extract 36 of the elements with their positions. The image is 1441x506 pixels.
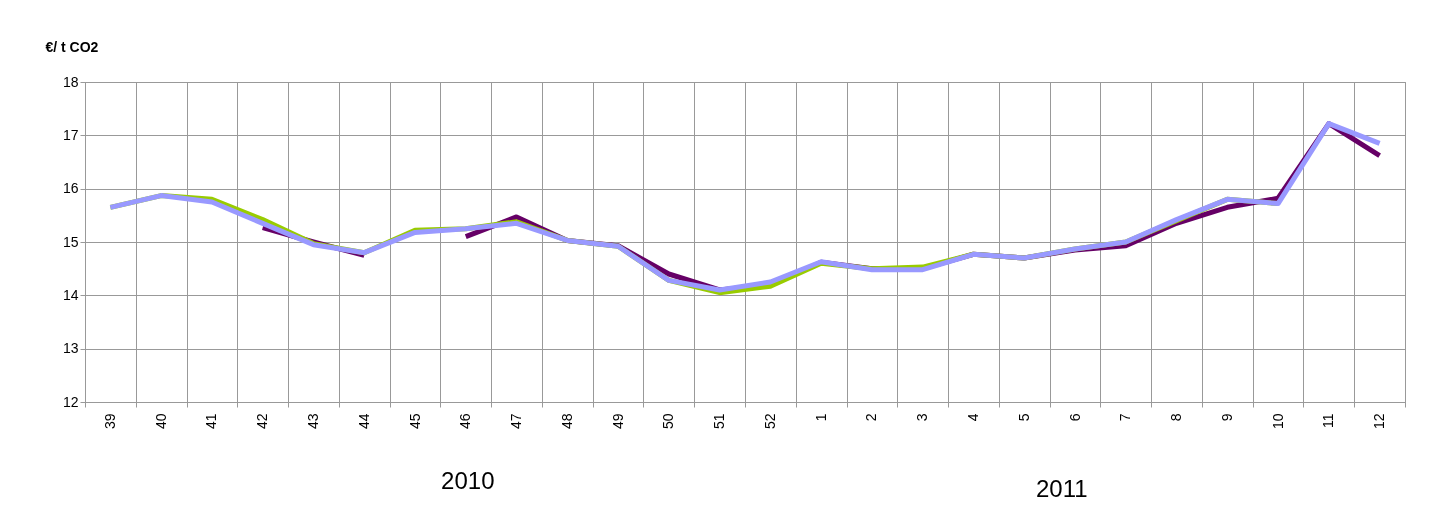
x-tick-label: 43 [304, 413, 321, 430]
x-tick-label: 3 [914, 413, 931, 422]
x-tick-label: 52 [761, 413, 778, 430]
y-tick-label: 15 [62, 233, 79, 250]
text: 2011 [1036, 475, 1088, 502]
x-tick-label: 48 [558, 413, 575, 430]
x-tick-label: 9 [1218, 413, 1235, 422]
x-tick-label: 42 [254, 413, 271, 430]
y-tick-label: 13 [62, 340, 79, 357]
y-tick-label: 16 [62, 180, 79, 197]
text: 2010 [441, 467, 495, 494]
x-tick-label: 45 [406, 413, 423, 430]
x-tick-label: 39 [101, 413, 118, 430]
y-tick-label: 18 [62, 73, 79, 90]
y-axis-title: €/ t CO2 [45, 38, 99, 55]
x-tick-label: 4 [964, 413, 981, 422]
y-tick-label: 17 [62, 126, 79, 143]
x-tick-label: 12 [1371, 413, 1388, 430]
y-tick-label: 14 [62, 286, 79, 303]
x-tick-label: 11 [1320, 413, 1337, 429]
x-tick-label: 46 [457, 413, 474, 430]
x-tick-label: 5 [1015, 413, 1032, 422]
x-tick-label: 6 [1066, 413, 1083, 422]
y-tick-label: 12 [62, 393, 79, 410]
x-tick-label: 1 [812, 413, 829, 422]
x-tick-label: 47 [508, 413, 525, 430]
x-tick-label: 7 [1117, 413, 1134, 422]
x-tick-label: 49 [609, 413, 626, 430]
x-tick-label: 10 [1269, 413, 1286, 430]
x-tick-label: 44 [355, 413, 372, 430]
x-tick-label: 2 [863, 413, 880, 422]
x-tick-label: 8 [1168, 413, 1185, 422]
x-tick-label: 51 [711, 413, 728, 430]
x-tick-label: 40 [152, 413, 169, 430]
x-tick-label: 41 [203, 413, 220, 430]
x-tick-label: 50 [660, 413, 677, 430]
